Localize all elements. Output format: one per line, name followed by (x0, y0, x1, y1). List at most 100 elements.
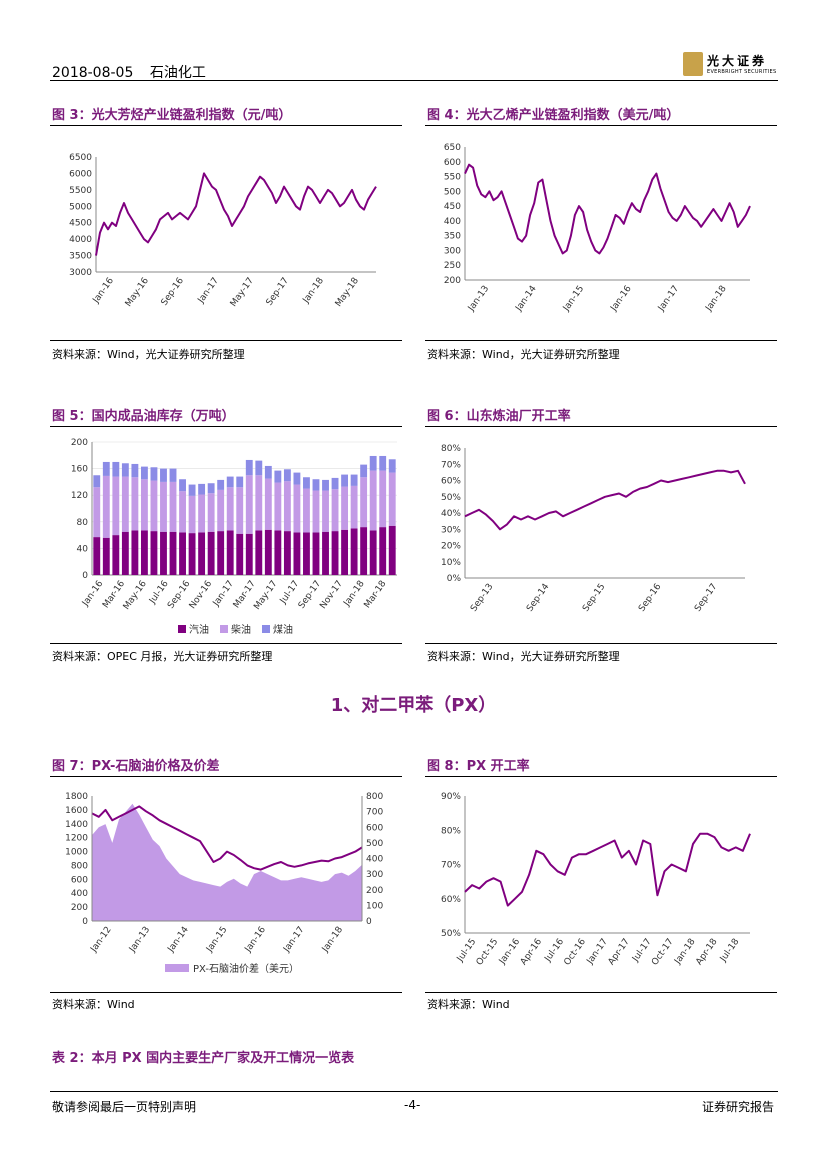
fig8-source: 资料来源：Wind (427, 998, 510, 1011)
fig7-y-tick: 800 (366, 792, 383, 802)
fig5-bar (369, 470, 377, 531)
fig8-y-tick: 50% (441, 929, 461, 939)
fig5-bar (388, 525, 396, 575)
fig7-y-tick: 600 (366, 823, 383, 833)
fig5-bar (255, 530, 263, 575)
fig7-spread-area (92, 803, 362, 921)
fig5-bar (360, 527, 368, 575)
fig5-bar (379, 470, 387, 528)
fig8-y-tick: 80% (441, 826, 461, 836)
fig5-bar (350, 528, 358, 575)
fig5-bar (255, 475, 263, 531)
footer-disclaimer: 敬请参阅最后一页特别声明 (52, 1100, 197, 1114)
fig7-chart: 0 200 400 600 800 1000 1200 1400 1600 1800 0 100 200… (65, 792, 383, 975)
fig7-y-tick: 700 (366, 808, 383, 818)
fig7-y-tick: 1200 (65, 834, 88, 844)
fig5-bar (236, 476, 244, 488)
fig5-bar (121, 531, 129, 575)
fig6-x-tick: Sep-17 (693, 582, 719, 614)
fig5-bar (322, 531, 329, 575)
fig3-bottom-rule (50, 340, 402, 341)
fig5-bar (303, 532, 310, 575)
fig5-bar (169, 468, 177, 482)
fig5-bar (379, 455, 387, 471)
fig5-bar (312, 532, 320, 575)
fig5-legend-swatch (262, 625, 270, 633)
fig5-bar (217, 531, 225, 575)
fig7-y-tick: 400 (71, 889, 88, 899)
fig4-x-tick: Jan-18 (704, 284, 729, 314)
fig5-bar (264, 465, 272, 479)
fig5-bar (131, 463, 139, 478)
fig3-source: 资料来源：Wind，光大证券研究所整理 (52, 348, 245, 361)
fig8-y-tick: 70% (441, 861, 461, 871)
fig3-x-tick: May-17 (229, 276, 256, 309)
fig5-bar (179, 491, 186, 533)
fig5-y-tick: 200 (71, 438, 88, 448)
fig3-x-tick: Jan-16 (91, 276, 116, 306)
fig5-bar (112, 476, 120, 536)
fig5-legend-label: 煤油 (273, 623, 293, 636)
fig4-x-tick: Jan-14 (514, 284, 539, 314)
fig6-y-tick: 0% (447, 574, 462, 584)
fig5-bar (388, 459, 396, 473)
report-date: 2018-08-05 (52, 65, 134, 81)
fig5-bar (160, 531, 167, 575)
fig7-legend-swatch (165, 964, 189, 972)
fig5-bar (360, 477, 368, 528)
fig4-rule (425, 125, 777, 126)
fig7-y-tick: 400 (366, 855, 383, 865)
fig3-y-tick: 5000 (69, 202, 92, 212)
fig7-y-tick: 1400 (65, 820, 88, 830)
fig5-y-tick: 80 (77, 518, 89, 528)
fig5-bar (341, 474, 349, 487)
fig5-bar (388, 472, 396, 526)
fig5-source: 资料来源：OPEC 月报，光大证券研究所整理 (52, 650, 273, 663)
fig5-y-tick: 160 (71, 465, 88, 475)
fig5-bar (379, 527, 387, 575)
fig5-bar (207, 531, 215, 575)
fig5-x-tick: Mar-18 (363, 579, 389, 610)
fig5-bar (140, 530, 148, 575)
fig6-title: 图 6：山东炼油厂开工率 (427, 409, 571, 424)
fig6-x-tick: Sep-15 (581, 582, 607, 614)
fig5-bar (121, 476, 129, 532)
fig3-y-tick: 3500 (69, 252, 92, 262)
fig7-x-tick: Jan-17 (281, 925, 306, 955)
fig4-series-line (464, 163, 751, 255)
fig8-x-tick: Oct-15 (475, 937, 501, 968)
fig6-y-tick: 10% (441, 558, 461, 568)
fig5-bar (150, 531, 158, 575)
fig7-y-tick: 500 (366, 839, 383, 849)
fig5-bar (102, 537, 110, 575)
fig7-y-tick: 600 (71, 875, 88, 885)
fig5-bar (312, 490, 320, 533)
fig5-y-tick: 40 (77, 544, 89, 554)
fig4-y-tick: 600 (444, 158, 461, 168)
fig6-series-line (464, 469, 746, 531)
fig5-bar (93, 487, 101, 538)
fig8-bottom-rule (425, 992, 777, 993)
fig5-bar (331, 477, 339, 490)
fig7-x-tick: Jan-18 (320, 925, 345, 955)
fig7-y-tick: 1800 (65, 792, 88, 802)
fig7-y-tick: 300 (366, 870, 383, 880)
fig8-series-line (464, 832, 751, 907)
fig4-source: 资料来源：Wind，光大证券研究所整理 (427, 348, 620, 361)
fig5-bar (169, 481, 177, 532)
fig7-legend-label: PX-石脑油价差（美元） (193, 962, 299, 975)
fig6-rule (425, 426, 777, 427)
brand-logo: 光大证券 EVERBRIGHT SECURITIES (683, 50, 779, 78)
section-title: 1、对二甲苯（PX） (330, 695, 497, 716)
fig5-bar (150, 480, 158, 532)
fig7-y-tick: 1600 (65, 806, 88, 816)
fig7-y-tick: 0 (366, 917, 372, 927)
fig5-bar (198, 483, 206, 495)
fig6-x-tick: Sep-14 (525, 582, 552, 614)
fig4-y-tick: 300 (444, 246, 461, 256)
fig7-source: 资料来源：Wind (52, 998, 135, 1011)
fig6-y-tick: 70% (441, 460, 461, 470)
fig5-legend-label: 汽油 (189, 623, 209, 636)
fig5-bar (188, 495, 196, 534)
fig5-bar (293, 532, 301, 575)
